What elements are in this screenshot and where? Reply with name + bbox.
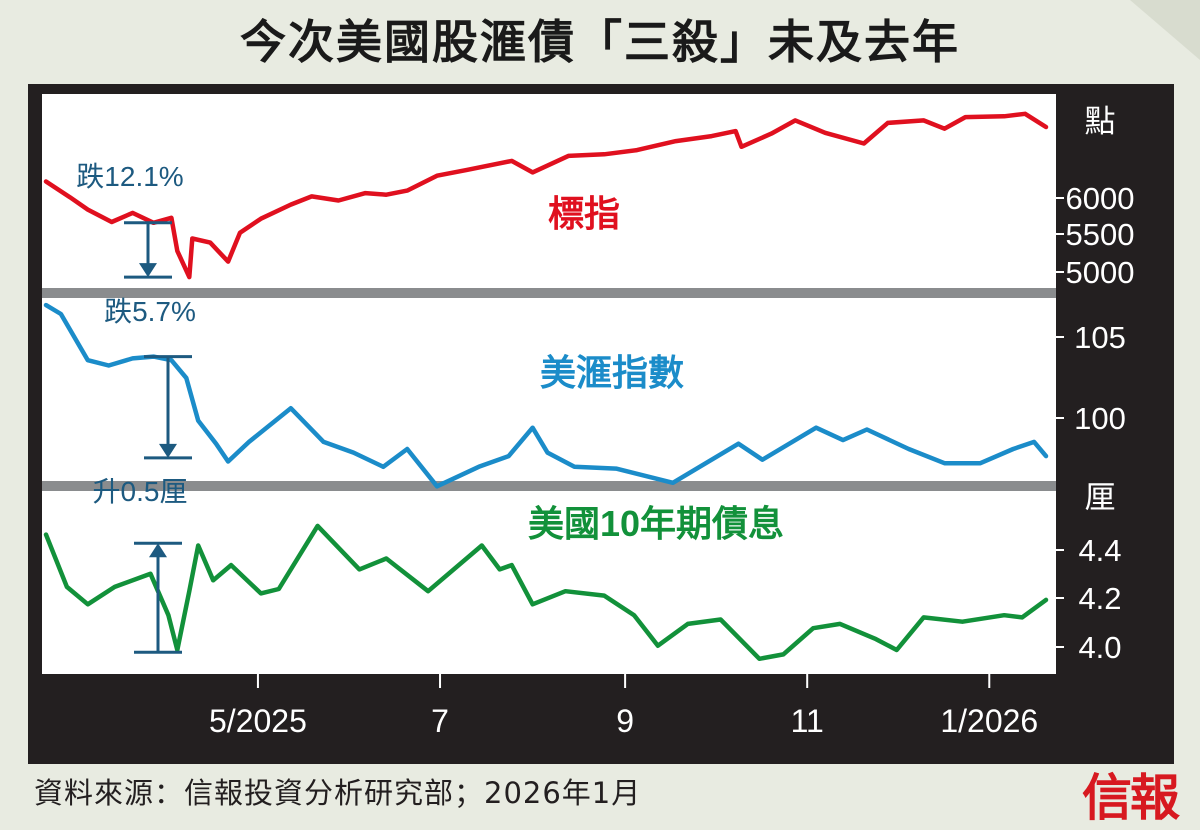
series-line-2 (43, 523, 1049, 662)
corner-fold (1130, 0, 1200, 60)
chart-title: 今次美國股滙債「三殺」未及去年 (240, 15, 960, 69)
source-note: 資料來源：信報投資分析研究部；2026年1月 (34, 776, 642, 810)
chart-frame: 標指 6000 5500 5000 點跌12.1% 美滙指數 105 100 跌5.7% 美國10… (28, 84, 1174, 764)
unit-label: 點 (1085, 104, 1116, 139)
annotation-label: 跌5.7% (104, 296, 196, 327)
x-tick-label: 5/2025 (209, 703, 307, 739)
panel-bg-1 (42, 298, 1056, 481)
y-tick-label: 5000 (1066, 255, 1135, 290)
y-tick-label: 5500 (1066, 217, 1135, 252)
x-tick-label: 1/2026 (940, 703, 1038, 739)
unit-label: 厘 (1085, 480, 1116, 515)
y-tick-label: 4.4 (1078, 533, 1121, 568)
y-tick-label: 105 (1074, 320, 1126, 355)
y-tick-label: 6000 (1066, 181, 1135, 216)
annotation-label: 跌12.1% (76, 161, 183, 192)
panel-divider (42, 288, 1056, 298)
y-tick-label: 4.0 (1078, 630, 1121, 665)
series-line-0 (43, 111, 1049, 280)
annotation-arrow (149, 543, 167, 558)
annotation-label: 升0.5厘 (93, 476, 188, 507)
series-label: 美滙指數 (540, 352, 684, 393)
series-label: 標指 (548, 193, 620, 234)
x-tick-label: 9 (616, 703, 634, 739)
y-tick-label: 4.2 (1078, 581, 1121, 616)
y-tick-label: 100 (1074, 401, 1126, 436)
hkej-logo: 信報 (1082, 768, 1180, 827)
series-line-1 (43, 302, 1049, 489)
series-label: 美國10年期債息 (528, 503, 784, 544)
x-tick-label: 7 (431, 703, 449, 739)
annotation-arrow (139, 263, 157, 278)
x-tick-label: 11 (791, 703, 824, 739)
annotation-arrow (159, 443, 177, 458)
panel-divider (42, 481, 1056, 491)
